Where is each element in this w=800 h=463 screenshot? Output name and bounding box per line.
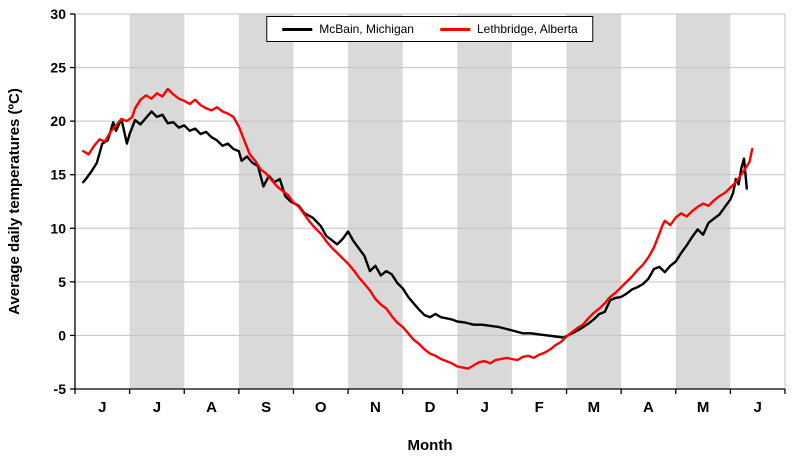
y-tick-label: 15: [50, 167, 66, 183]
legend-line-sample-lethbridge: [439, 27, 470, 31]
x-axis-title: Month: [408, 437, 453, 454]
y-tick-label: 20: [50, 113, 66, 129]
legend: McBain, Michigan Lethbridge, Alberta: [266, 16, 594, 42]
x-tick-label: A: [206, 399, 217, 416]
y-axis-title: Average daily temperatures (ºC): [6, 88, 23, 315]
x-tick-label: D: [425, 399, 436, 416]
x-tick-label: J: [480, 399, 488, 416]
legend-label-lethbridge: Lethbridge, Alberta: [476, 22, 578, 36]
series-line-mcbain-michigan: [81, 110, 748, 339]
legend-item-mcbain: McBain, Michigan: [282, 22, 414, 36]
x-tick-label: S: [261, 399, 271, 416]
legend-item-lethbridge: Lethbridge, Alberta: [439, 22, 578, 36]
month-band: [129, 14, 185, 389]
y-tick-label: 0: [58, 327, 66, 343]
month-band: [348, 14, 403, 389]
y-tick-label: 10: [50, 220, 66, 236]
x-tick-label: J: [153, 399, 161, 416]
month-band: [675, 14, 731, 389]
x-tick-label: J: [98, 399, 106, 416]
month-band: [566, 14, 622, 389]
series-line-lethbridge-alberta: [81, 87, 754, 370]
y-tick-label: 25: [50, 60, 66, 76]
plot-background: [75, 14, 785, 389]
x-tick-label: N: [370, 399, 381, 416]
legend-label-mcbain: McBain, Michigan: [319, 22, 414, 36]
y-tick-label: 5: [58, 274, 66, 290]
month-band: [457, 14, 512, 389]
x-tick-label: J: [754, 399, 762, 416]
legend-line-sample-mcbain: [282, 27, 313, 31]
x-tick-label: A: [643, 399, 654, 416]
y-tick-label: 30: [50, 6, 66, 22]
y-tick-label: -5: [54, 381, 67, 397]
x-tick-label: M: [697, 399, 710, 416]
month-band: [238, 14, 294, 389]
x-tick-label: O: [315, 399, 327, 416]
x-tick-label: M: [588, 399, 601, 416]
x-tick-label: F: [535, 399, 544, 416]
